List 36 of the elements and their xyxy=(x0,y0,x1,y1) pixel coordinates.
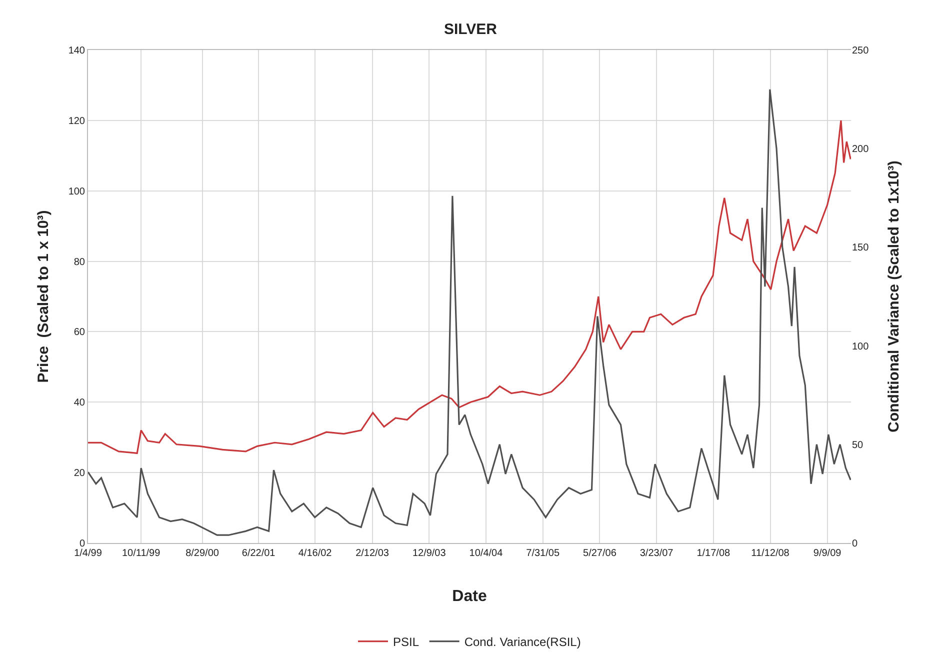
y-tick-label: 0 xyxy=(79,538,86,550)
y2-tick-label: 0 xyxy=(852,538,858,550)
legend-label: Cond. Variance(RSIL) xyxy=(464,634,581,649)
x-axis-title: Date xyxy=(452,588,487,605)
x-tick-label: 10/11/99 xyxy=(122,548,161,559)
x-tick-label: 10/4/04 xyxy=(469,548,504,559)
y2-tick-label: 200 xyxy=(852,144,870,156)
x-tick-label: 8/29/00 xyxy=(186,548,220,559)
line-series xyxy=(88,120,851,454)
x-tick-label: 3/23/07 xyxy=(640,548,674,559)
y2-axis-title: Conditional Variance (Scaled to 1x10³) xyxy=(886,160,902,432)
y2-tick-label: 150 xyxy=(852,242,870,254)
x-tick-label: 9/9/09 xyxy=(813,548,842,559)
y-tick-label: 120 xyxy=(68,116,86,127)
x-tick-label: 12/9/03 xyxy=(412,548,446,559)
x-tick-label: 6/22/01 xyxy=(242,548,276,559)
chart-title: SILVER xyxy=(444,20,498,38)
line-series xyxy=(88,88,851,536)
y-tick-label: 140 xyxy=(68,46,86,56)
x-tick-label: 1/17/08 xyxy=(696,548,731,559)
legend-label: PSIL xyxy=(393,634,420,649)
x-tick-label: 2/12/03 xyxy=(356,548,390,559)
x-tick-label: 4/16/02 xyxy=(298,548,332,559)
y-tick-label: 40 xyxy=(74,398,86,409)
y-tick-label: 20 xyxy=(74,468,86,480)
y2-tick-label: 100 xyxy=(852,341,870,352)
x-tick-label: 11/12/08 xyxy=(751,548,790,559)
y-tick-label: 60 xyxy=(74,327,86,338)
y2-tick-label: 250 xyxy=(852,46,870,56)
y2-tick-label: 50 xyxy=(852,440,864,451)
y-tick-label: 80 xyxy=(74,256,86,268)
y-tick-label: 100 xyxy=(68,186,86,198)
x-tick-label: 5/27/06 xyxy=(583,548,617,559)
y-axis-title: Price (Scaled to 1 x 10³) xyxy=(35,210,52,383)
x-tick-label: 7/31/05 xyxy=(526,548,560,559)
x-tick-label: 1/4/99 xyxy=(74,548,102,559)
